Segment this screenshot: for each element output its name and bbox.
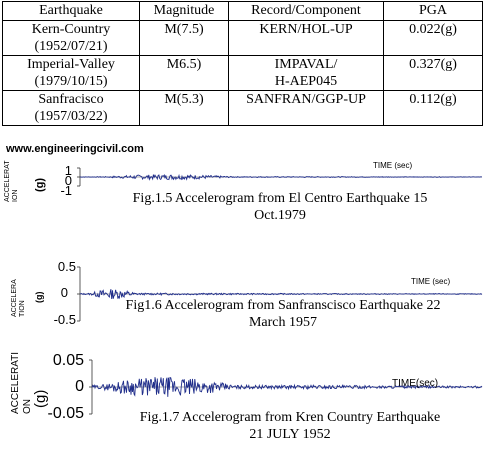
record-line: IMPAVAL/ [274, 57, 338, 72]
y-tick-label: -1 [60, 183, 72, 198]
x-axis-label: TIME(sec) [392, 378, 439, 389]
y-tick-label: 0 [64, 173, 72, 188]
table-header-row: Earthquake Magnitude Record/Component PG… [2, 1, 483, 21]
figure-caption: Fig.1.7 Accelerogram from Kren Country E… [100, 409, 480, 443]
earthquake-date: (1979/10/15) [34, 74, 108, 89]
accelerogram-kern-county: ACCELERATI ON (g) 0.05 0 -0.05 TIME(sec)… [0, 352, 488, 449]
caption-line: Fig1.6 Accelerogram from Sanfranscisco E… [125, 298, 441, 313]
y-tick-label: 0.5 [57, 259, 76, 274]
y-tick-label: -0.5 [53, 312, 76, 327]
waveform-plot [77, 266, 483, 322]
header-pga: PGA [383, 1, 483, 21]
header-magnitude: Magnitude [139, 1, 229, 21]
cell-pga: 0.327(g) [383, 55, 483, 91]
accelerogram-el-centro: ACCELERAT ION (g) 1 0 -1 TIME (sec) Fig.… [0, 158, 488, 223]
accelerogram-sanfrancisco: ACCELERA TION (g) 0.5 0 -0.5 TIME (sec) … [0, 255, 488, 345]
cell-earthquake: Kern-Country (1952/07/21) [2, 20, 140, 56]
cell-earthquake: Sanfracisco (1957/03/22) [2, 90, 140, 126]
header-earthquake: Earthquake [2, 1, 140, 21]
y-tick-label: 0 [60, 285, 68, 300]
record-line: H-AEP045 [274, 74, 338, 89]
cell-earthquake: Imperial-Valley (1979/10/15) [2, 55, 140, 91]
accelerogram-series-line [91, 376, 483, 397]
cell-record: KERN/HOL-UP [228, 20, 384, 56]
y-tick-label: 0 [75, 378, 84, 395]
accelerogram-series-line [80, 173, 483, 181]
earthquake-date: (1952/07/21) [34, 39, 108, 54]
caption-line: March 1957 [248, 315, 318, 330]
figure-caption: Fig1.6 Accelerogram from Sanfranscisco E… [88, 297, 478, 331]
waveform-plot [77, 167, 483, 187]
earthquake-date: (1957/03/22) [34, 109, 108, 124]
figure-caption: Fig.1.5 Accelerogram from El Centro Eart… [90, 190, 470, 224]
table-row: Kern-Country (1952/07/21) M(7.5) KERN/HOL… [2, 20, 483, 56]
record-line: SANFRAN/GGP-UP [246, 92, 366, 107]
cell-record: IMPAVAL/H-AEP045 [228, 55, 384, 91]
header-record: Record/Component [228, 1, 384, 21]
earthquake-table: Earthquake Magnitude Record/Component PG… [2, 1, 483, 126]
x-axis-label: TIME (sec) [411, 277, 451, 286]
record-line: KERN/HOL-UP [259, 22, 353, 37]
earthquake-name: Sanfracisco [38, 92, 104, 107]
cell-magnitude: M(5.3) [139, 90, 229, 126]
watermark-text: www.engineeringcivil.com [6, 143, 144, 155]
earthquake-name: Imperial-Valley [27, 57, 115, 72]
table-row: Imperial-Valley (1979/10/15) M6.5) IMPAVA… [2, 55, 483, 91]
caption-line: 21 JULY 1952 [249, 427, 331, 442]
cell-magnitude: M6.5) [139, 55, 229, 91]
caption-line: Fig.1.7 Accelerogram from Kren Country E… [139, 410, 441, 425]
earthquake-name: Kern-Country [31, 22, 111, 37]
cell-pga: 0.112(g) [383, 90, 483, 126]
accelerogram-series-line [79, 289, 483, 300]
waveform-plot [89, 359, 483, 415]
cell-magnitude: M(7.5) [139, 20, 229, 56]
cell-record: SANFRAN/GGP-UP [228, 90, 384, 126]
table-row: Sanfracisco (1957/03/22) M(5.3) SANFRAN/G… [2, 90, 483, 126]
y-tick-label: -0.05 [47, 405, 84, 422]
x-axis-label: TIME (sec) [373, 161, 413, 170]
caption-line: Fig.1.5 Accelerogram from El Centro Eart… [132, 191, 428, 206]
cell-pga: 0.022(g) [383, 20, 483, 56]
y-tick-label: 1 [64, 163, 72, 178]
caption-line: Oct.1979 [254, 208, 306, 223]
y-tick-label: 0.05 [52, 352, 84, 369]
